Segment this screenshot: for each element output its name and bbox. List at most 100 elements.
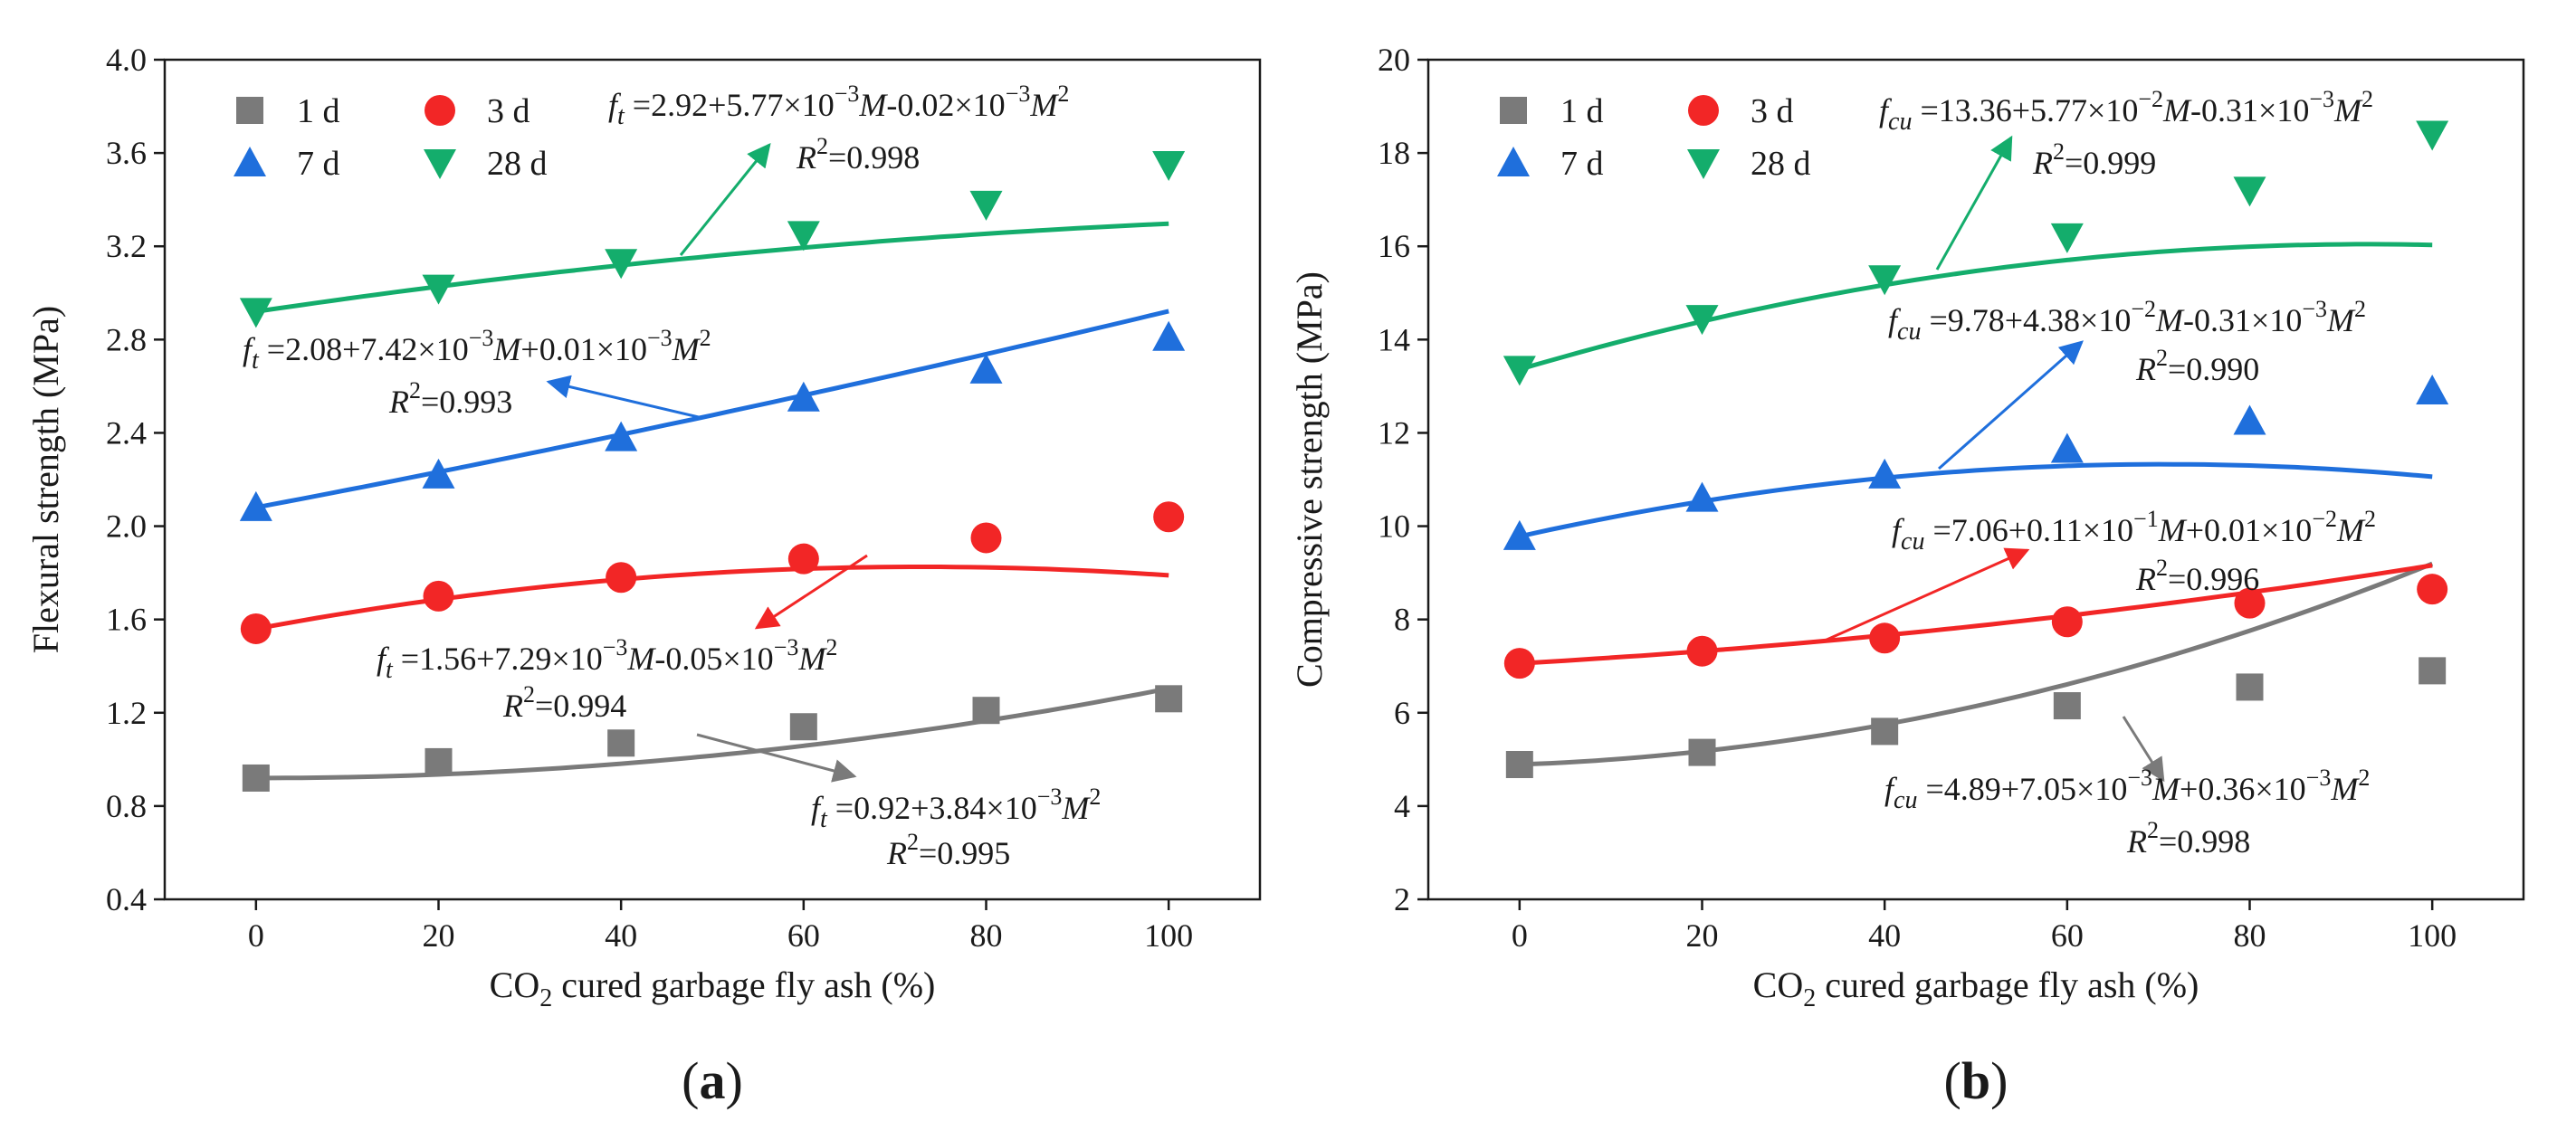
- series-3d: [240, 501, 1185, 644]
- legend-label: 28 d: [1751, 145, 1811, 183]
- data-point: [1871, 717, 1899, 746]
- data-point: [1153, 501, 1185, 533]
- data-point: [239, 490, 272, 521]
- data-point: [1503, 648, 1535, 679]
- data-point: [1155, 685, 1183, 713]
- data-point: [242, 764, 270, 792]
- r-squared: R2=0.998: [2126, 817, 2250, 860]
- data-point: [1868, 458, 1902, 489]
- y-tick-label: 0.8: [106, 788, 147, 824]
- x-axis-label: CO2 cured garbage fly ash (%): [1753, 964, 2199, 1012]
- fit-line: [1519, 242, 2433, 372]
- x-tick-label: 80: [970, 917, 1003, 954]
- chart-panel-b: 2 4 6 8 10 12 14 16 18 20 0 20 40 60 80 100 CO2 cured ga…: [1289, 42, 2525, 1110]
- series-3d: [1503, 563, 2448, 679]
- fit-line: [1519, 563, 2433, 666]
- data-point: [1869, 622, 1901, 654]
- data-point: [1868, 265, 1902, 296]
- legend-marker: [1687, 149, 1720, 179]
- data-point: [1152, 151, 1186, 181]
- fit-equation: fcu =7.06+0.11×10−1M+0.01×10−2M2: [1892, 506, 2376, 556]
- x-tick-label: 60: [787, 917, 820, 954]
- x-axis-label: CO2 cured garbage fly ash (%): [490, 964, 936, 1012]
- plot-frame: [163, 58, 1262, 901]
- y-tick-label: 3.2: [106, 228, 147, 264]
- fit-equation: ft =0.92+3.84×10−3M2: [811, 784, 1101, 833]
- plot-frame: [1426, 58, 2525, 901]
- legend-marker: [1500, 97, 1527, 124]
- data-point: [787, 543, 819, 575]
- legend-label: 1 d: [1560, 92, 1604, 130]
- annotation-arrow: [1935, 135, 2013, 271]
- fit-line: [255, 686, 1169, 781]
- series-28d: [239, 151, 1186, 328]
- data-point: [422, 274, 455, 305]
- y-tick-label: 0.4: [106, 881, 147, 917]
- fit-line: [255, 221, 1169, 314]
- legend-label: 28 d: [487, 145, 548, 183]
- data-point: [1685, 481, 1719, 512]
- legend-label: 1 d: [297, 92, 340, 130]
- x-tick-label: 80: [2234, 917, 2266, 954]
- series-7d: [1503, 375, 2449, 550]
- data-point: [239, 298, 272, 328]
- series-1d: [1505, 561, 2447, 779]
- y-tick-label: 2.0: [106, 508, 147, 545]
- fit-equation: fcu =4.89+7.05×10−3M+0.36×10−3M2: [1884, 765, 2370, 814]
- y-tick-label: 16: [1378, 228, 1410, 264]
- fit-line: [255, 309, 1169, 510]
- data-point: [2417, 574, 2448, 605]
- data-point: [972, 697, 1000, 725]
- y-tick-label: 1.2: [106, 695, 147, 731]
- data-point: [787, 221, 820, 252]
- data-point: [2233, 404, 2266, 435]
- y-tick-label: 14: [1378, 321, 1410, 357]
- data-point: [605, 421, 638, 451]
- series-28d: [1503, 120, 2449, 386]
- y-tick-label: 6: [1394, 695, 1410, 731]
- y-tick-label: 10: [1378, 508, 1410, 545]
- fit-equation: fcu =9.78+4.38×10−2M-0.31×10−3M2: [1888, 296, 2366, 346]
- data-point: [240, 613, 272, 644]
- data-point: [422, 458, 455, 489]
- data-point: [605, 249, 638, 280]
- data-point: [789, 713, 817, 741]
- y-tick-label: 3.6: [106, 135, 147, 171]
- data-point: [423, 580, 454, 612]
- y-tick-label: 4: [1394, 788, 1410, 824]
- annotation-arrow: [1938, 340, 2084, 470]
- legend-marker: [234, 147, 266, 176]
- y-tick-label: 8: [1394, 602, 1410, 638]
- data-point: [2234, 587, 2266, 619]
- data-point: [1685, 305, 1719, 336]
- x-tick-label: 100: [1144, 917, 1193, 954]
- x-tick-label: 0: [248, 917, 264, 954]
- x-tick-label: 40: [605, 917, 637, 954]
- fit-equation: ft =1.56+7.29×10−3M-0.05×10−3M2: [377, 634, 837, 684]
- annotation-arrow: [679, 142, 771, 256]
- data-point: [969, 353, 1003, 384]
- r-squared: R2=0.995: [886, 829, 1010, 871]
- x-tick-label: 20: [1686, 917, 1719, 954]
- fit-line: [255, 565, 1169, 632]
- y-tick-label: 12: [1378, 414, 1410, 451]
- panel-label: (a): [682, 1051, 743, 1110]
- data-point: [1688, 738, 1716, 766]
- data-point: [2416, 375, 2449, 405]
- annotation-arrow: [1824, 547, 2030, 642]
- x-tick-label: 0: [1512, 917, 1528, 954]
- y-tick-label: 4.0: [106, 42, 147, 78]
- x-tick-label: 60: [2051, 917, 2084, 954]
- y-tick-label: 18: [1378, 135, 1410, 171]
- series-1d: [242, 685, 1183, 792]
- data-point: [787, 381, 820, 412]
- series-7d: [239, 309, 1186, 521]
- y-axis-label: Flexural strength (MPa): [25, 306, 66, 653]
- r-squared: R2=0.993: [388, 377, 512, 420]
- fit-equation: ft =2.08+7.42×10−3M+0.01×10−3M2: [243, 325, 711, 375]
